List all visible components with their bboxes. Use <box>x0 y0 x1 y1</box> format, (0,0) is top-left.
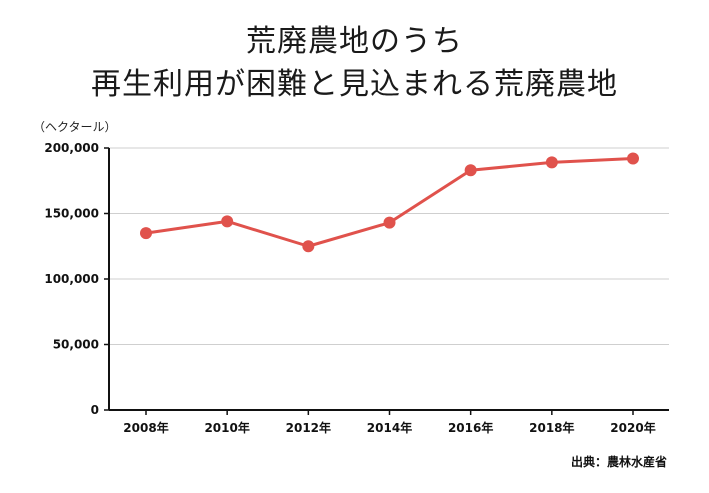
data-point <box>627 152 639 165</box>
x-tick-label: 2008年 <box>123 420 168 435</box>
x-tick-label: 2018年 <box>529 420 574 435</box>
series-line <box>145 156 634 248</box>
source-label: 出典：農林水産省 <box>570 455 667 469</box>
x-tick-label: 2010年 <box>204 420 249 435</box>
y-tick-label: 100,000 <box>44 272 99 286</box>
data-point <box>221 215 234 228</box>
x-tick-label: 2016年 <box>448 420 493 435</box>
x-tick-label: 2014年 <box>367 420 412 435</box>
y-tick-label: 0 <box>91 403 99 417</box>
y-axis-unit-label: （ヘクタール） <box>33 120 117 134</box>
data-point <box>383 216 396 229</box>
data-point <box>302 240 315 253</box>
x-tick-label: 2012年 <box>286 420 331 435</box>
data-point <box>545 156 558 169</box>
x-tick-label: 2020年 <box>610 420 655 435</box>
data-point <box>140 227 152 240</box>
y-tick-label: 200,000 <box>44 141 99 155</box>
data-point <box>464 164 477 177</box>
chart-title-line1: 荒廃農地のうち <box>246 24 463 59</box>
y-tick-label: 150,000 <box>44 207 99 221</box>
chart-title-line2: 再生利用が困難と見込まれる荒廃農地 <box>91 67 618 102</box>
y-tick-label: 50,000 <box>53 338 99 352</box>
